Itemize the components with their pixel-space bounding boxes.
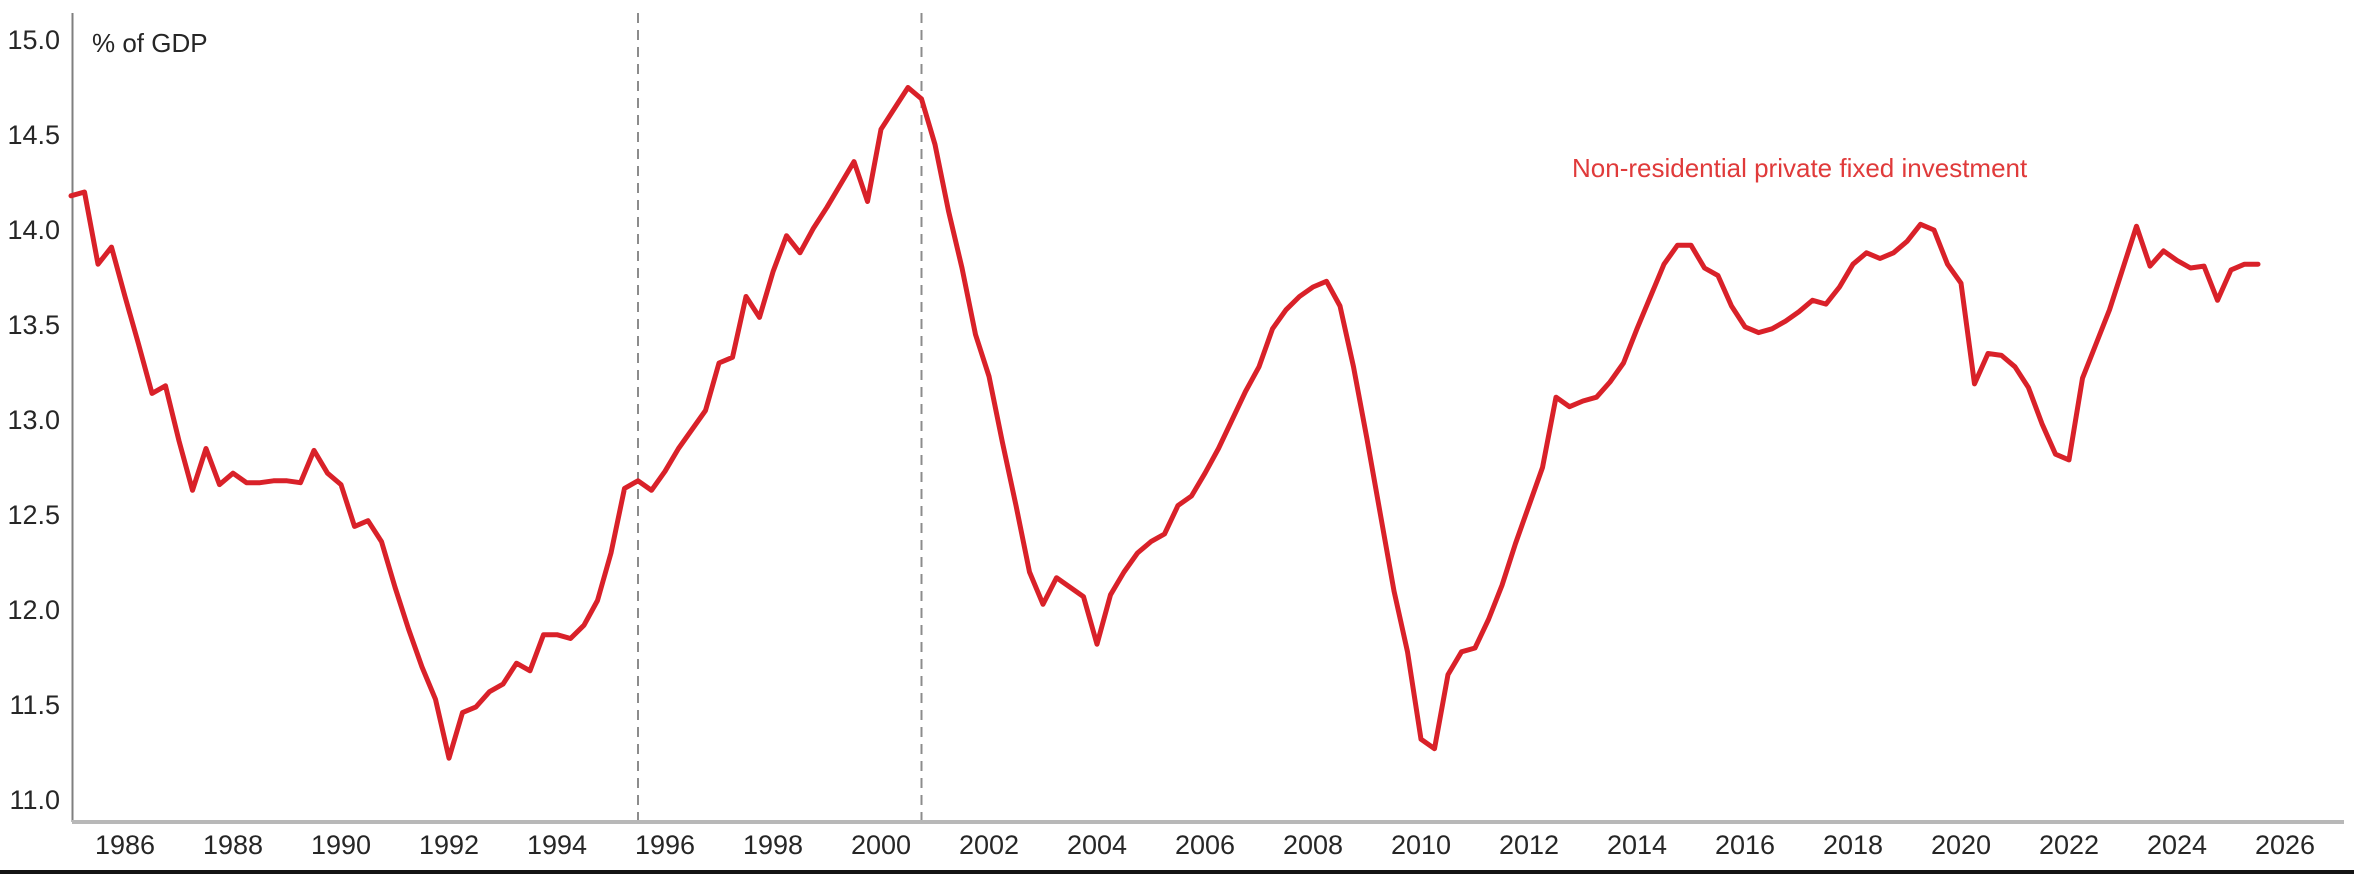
y-tick-label: 13.0 <box>7 405 60 435</box>
x-tick-label: 1996 <box>634 830 696 860</box>
x-tick-label: 1990 <box>310 830 372 860</box>
x-tick-label: 2022 <box>2038 830 2100 860</box>
y-tick-label: 14.5 <box>7 120 60 150</box>
y-tick-label: 13.5 <box>7 310 60 340</box>
y-tick-label: 15.0 <box>7 25 60 55</box>
x-tick-label: 1994 <box>526 830 588 860</box>
y-tick-label: 12.5 <box>7 500 60 530</box>
y-tick-label: 14.0 <box>7 215 60 245</box>
y-tick-label: 11.5 <box>9 690 60 720</box>
y-axis-unit-label: % of GDP <box>92 28 208 58</box>
bottom-page-rule <box>0 870 2354 874</box>
x-tick-label: 2014 <box>1606 830 1668 860</box>
y-tick-label: 11.0 <box>9 785 60 815</box>
x-tick-label: 2010 <box>1390 830 1452 860</box>
x-tick-label: 1998 <box>742 830 804 860</box>
x-tick-label: 2000 <box>850 830 912 860</box>
x-tick-label: 1986 <box>94 830 156 860</box>
x-tick-label: 2018 <box>1822 830 1884 860</box>
series-legend-label: Non-residential private fixed investment <box>1572 153 2028 183</box>
x-tick-label: 2020 <box>1930 830 1992 860</box>
y-tick-label: 12.0 <box>7 595 60 625</box>
x-tick-label: 2024 <box>2146 830 2208 860</box>
x-tick-label: 2002 <box>958 830 1020 860</box>
x-tick-label: 2026 <box>2254 830 2316 860</box>
investment-line-series <box>68 85 2261 761</box>
x-tick-label: 1988 <box>202 830 264 860</box>
x-tick-label: 2006 <box>1174 830 1236 860</box>
x-tick-label: 2012 <box>1498 830 1560 860</box>
x-tick-label: 2008 <box>1282 830 1344 860</box>
x-tick-label: 1992 <box>418 830 480 860</box>
x-tick-label: 2016 <box>1714 830 1776 860</box>
x-tick-label: 2004 <box>1066 830 1128 860</box>
